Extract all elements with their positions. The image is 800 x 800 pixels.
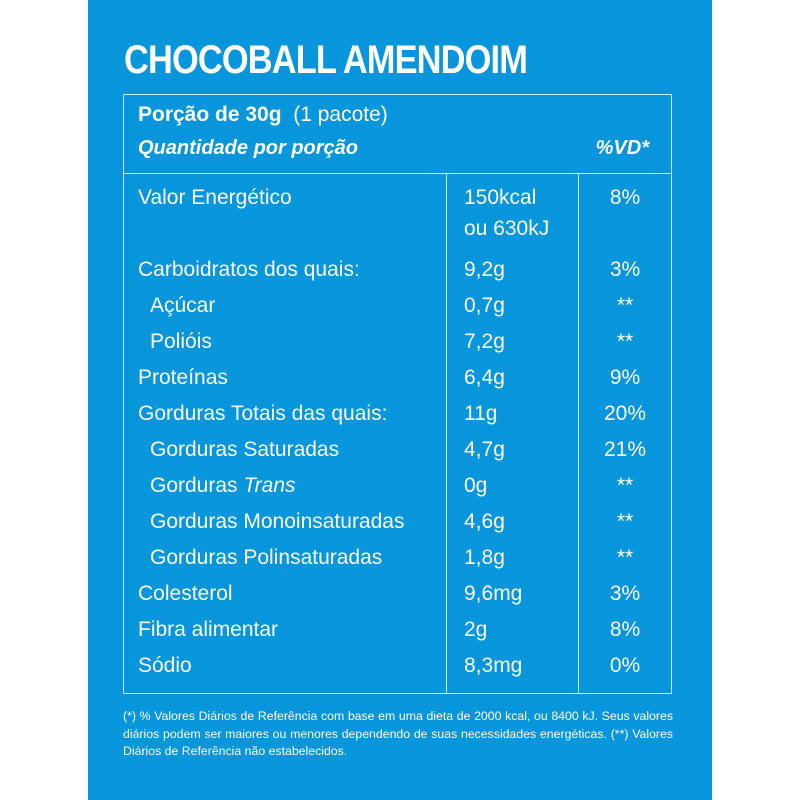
nutrient-name: Carboidratos dos quais: [138, 258, 360, 281]
table-row: Proteínas 6,4g 9% [124, 366, 671, 402]
nutrient-name: Colesterol [138, 582, 233, 605]
footnote: (*) % Valores Diários de Referência com … [123, 709, 673, 758]
nutrient-name: Açúcar [150, 294, 216, 317]
vd-header: %VD* [595, 137, 649, 159]
nutrient-amount: 6,4g [464, 366, 505, 389]
nutrient-name: Valor Energético [138, 186, 292, 209]
nutrient-amount: 2g [464, 618, 488, 641]
nutrient-name: Gorduras Trans [150, 474, 296, 497]
table-row: Gorduras Monoinsaturadas 4,6g ** [124, 510, 671, 546]
table-row: Gorduras Trans 0g ** [124, 474, 671, 510]
nutrient-amount: 11g [464, 402, 498, 425]
nutrient-vd: ** [616, 474, 634, 497]
table-row: Gorduras Polinsaturadas 1,8g ** [124, 546, 671, 582]
nutrient-vd: 3% [609, 582, 641, 605]
nutrient-amount: 1,8g [464, 546, 505, 569]
nutrient-name: Sódio [138, 654, 192, 677]
nutrient-name: Polióis [150, 330, 212, 353]
table-row: Açúcar 0,7g ** [124, 294, 671, 330]
table-row: Gorduras Saturadas 4,7g 21% [124, 438, 671, 474]
nutrient-vd: ** [616, 510, 634, 533]
table-row: Gorduras Totais das quais: 11g 20% [124, 402, 671, 438]
nutrient-name: Fibra alimentar [138, 618, 279, 641]
table-row: Valor Energético 150kcal ou 630kJ 8% [124, 186, 671, 240]
nutrient-vd: 9% [609, 366, 641, 389]
header-divider [124, 173, 671, 174]
table-row: Colesterol 9,6mg 3% [124, 582, 671, 618]
nutrient-amount: 7,2g [464, 330, 505, 353]
table-row: Polióis 7,2g ** [124, 330, 671, 366]
nutrient-name: Gorduras Monoinsaturadas [150, 510, 405, 533]
column-divider [578, 174, 579, 693]
label-panel [88, 0, 712, 800]
nutrient-vd: 21% [603, 438, 647, 461]
quantity-header: Quantidade por porção [138, 137, 359, 159]
nutrient-vd: ** [616, 330, 634, 353]
nutrient-name: Gorduras Totais das quais: [138, 402, 388, 425]
nutrient-name: Gorduras Saturadas [150, 438, 340, 461]
nutrition-table: Porção de 30g (1 pacote) Quantidade por … [123, 94, 672, 694]
table-row: Fibra alimentar 2g 8% [124, 618, 671, 654]
nutrient-name: Proteínas [138, 366, 228, 389]
nutrient-vd: 0% [609, 654, 641, 677]
nutrient-amount: 8,3mg [464, 654, 523, 677]
portion-size: Porção de 30g (1 pacote) [138, 103, 388, 126]
nutrient-amount: 150kcal ou 630kJ [464, 186, 550, 240]
nutrient-amount: 0g [464, 474, 488, 497]
table-row: Sódio 8,3mg 0% [124, 654, 671, 690]
nutrient-amount: 9,2g [464, 258, 505, 281]
nutrient-vd: 3% [609, 258, 641, 281]
nutrient-vd: 8% [609, 186, 641, 209]
nutrient-amount: 9,6mg [464, 582, 523, 605]
nutrient-name: Gorduras Polinsaturadas [150, 546, 383, 569]
nutrient-vd: ** [616, 294, 634, 317]
column-divider [446, 174, 447, 693]
nutrient-vd: 8% [609, 618, 641, 641]
table-row: Carboidratos dos quais: 9,2g 3% [124, 258, 671, 294]
nutrient-amount: 4,7g [464, 438, 505, 461]
nutrient-amount: 4,6g [464, 510, 505, 533]
nutrient-amount: 0,7g [464, 294, 505, 317]
nutrient-vd: ** [616, 546, 634, 569]
nutrient-vd: 20% [603, 402, 647, 425]
product-title: CHOCOBALL AMENDOIM [124, 38, 528, 82]
